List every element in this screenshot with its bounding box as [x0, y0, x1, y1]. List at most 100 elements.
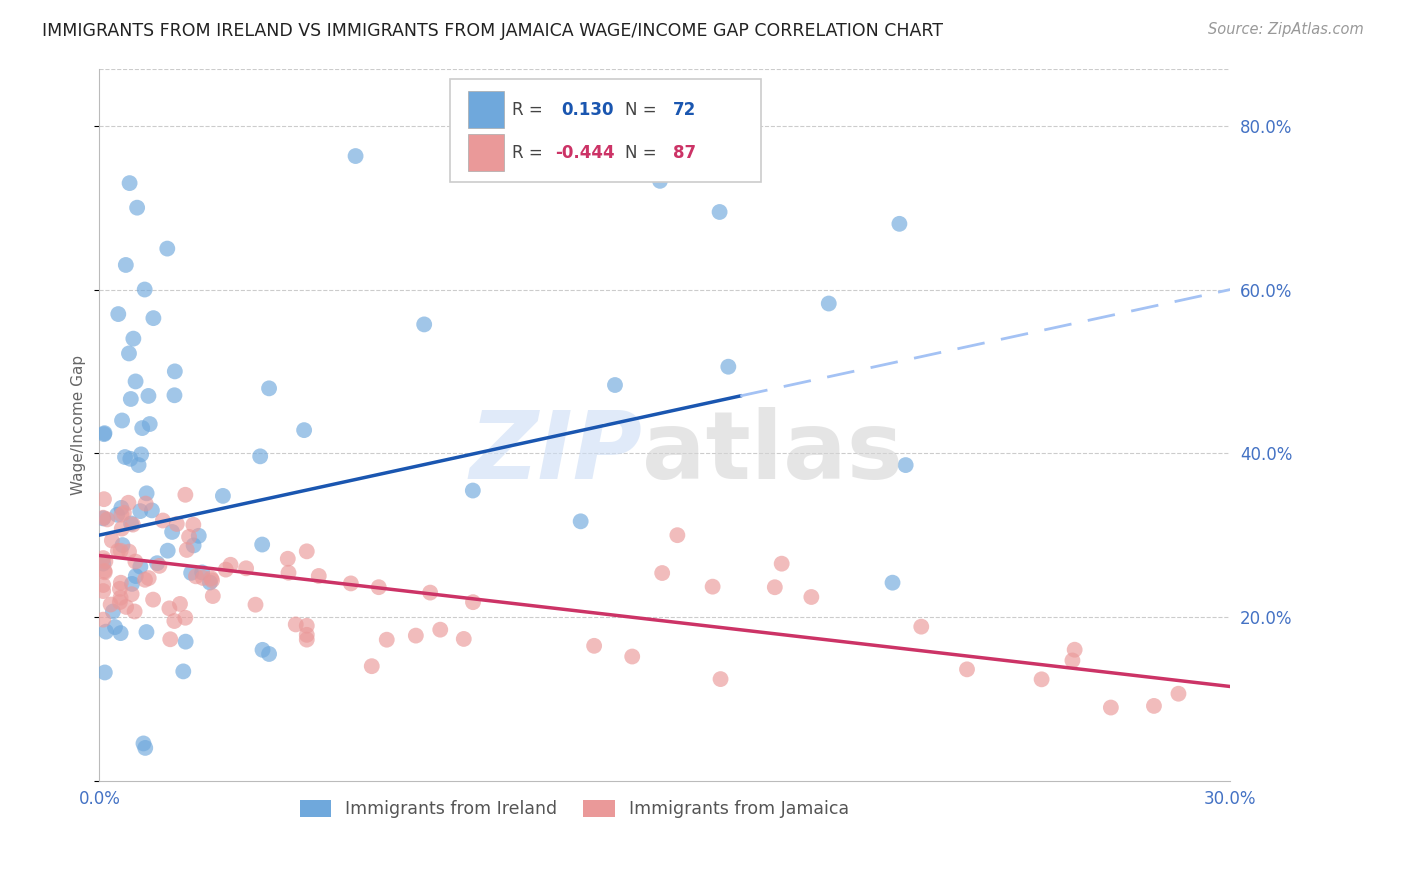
Point	[770, 557, 793, 571]
Point	[125, 569, 148, 583]
Text: R =: R =	[512, 101, 543, 119]
Point	[252, 643, 274, 657]
Point	[132, 736, 155, 750]
Point	[142, 311, 165, 326]
Point	[146, 556, 169, 570]
Point	[91, 551, 114, 566]
Point	[159, 632, 181, 647]
Point	[135, 486, 157, 500]
Point	[118, 346, 141, 360]
Point	[603, 378, 626, 392]
Point	[135, 497, 157, 511]
Point	[894, 458, 917, 472]
Point	[257, 381, 280, 395]
Point	[118, 176, 141, 190]
Point	[651, 566, 673, 580]
Point	[111, 538, 134, 552]
Point	[129, 504, 152, 518]
Point	[101, 605, 124, 619]
Point	[200, 571, 222, 585]
Point	[127, 201, 149, 215]
Point	[91, 613, 114, 627]
Text: R =: R =	[512, 144, 543, 161]
Point	[94, 624, 117, 639]
Point	[115, 599, 138, 614]
FancyBboxPatch shape	[468, 91, 505, 128]
Point	[134, 740, 156, 755]
Point	[277, 551, 299, 566]
Point	[122, 332, 145, 346]
Point	[284, 617, 307, 632]
Point	[429, 623, 451, 637]
Point	[177, 530, 200, 544]
Point	[121, 587, 143, 601]
Point	[156, 242, 179, 256]
Point	[763, 580, 786, 594]
Point	[110, 591, 132, 605]
Point	[250, 537, 273, 551]
Point	[360, 659, 382, 673]
Text: IMMIGRANTS FROM IRELAND VS IMMIGRANTS FROM JAMAICA WAGE/INCOME GAP CORRELATION C: IMMIGRANTS FROM IRELAND VS IMMIGRANTS FR…	[42, 22, 943, 40]
Point	[96, 512, 118, 526]
Point	[138, 571, 160, 585]
Point	[183, 517, 205, 532]
Point	[461, 595, 484, 609]
Point	[295, 632, 318, 647]
Point	[118, 544, 141, 558]
Point	[110, 500, 132, 515]
Point	[104, 620, 127, 634]
Point	[163, 388, 186, 402]
Point	[100, 598, 122, 612]
Point	[1062, 653, 1084, 667]
Point	[117, 496, 139, 510]
Point	[702, 580, 724, 594]
Point	[344, 149, 367, 163]
Point	[105, 508, 128, 522]
Point	[114, 258, 136, 272]
Point	[709, 672, 731, 686]
Point	[163, 364, 186, 378]
Point	[340, 576, 363, 591]
Point	[666, 528, 689, 542]
Point	[120, 392, 142, 406]
Point	[93, 426, 115, 441]
Point	[174, 634, 197, 648]
Point	[91, 584, 114, 599]
Point	[141, 503, 163, 517]
Point	[108, 582, 131, 596]
Point	[111, 522, 134, 536]
Point	[621, 649, 644, 664]
Point	[101, 533, 124, 548]
Point	[235, 561, 257, 575]
Point	[717, 359, 740, 374]
Point	[1031, 673, 1053, 687]
Point	[375, 632, 398, 647]
Point	[174, 488, 197, 502]
Point	[277, 566, 299, 580]
Point	[160, 524, 183, 539]
Point	[152, 514, 174, 528]
Point	[110, 626, 132, 640]
Point	[956, 662, 979, 676]
Point	[648, 174, 671, 188]
Point	[191, 571, 214, 585]
Point	[156, 543, 179, 558]
Point	[212, 489, 235, 503]
Point	[91, 510, 114, 524]
Point	[219, 558, 242, 572]
Point	[172, 665, 194, 679]
Point	[583, 639, 606, 653]
Point	[1167, 687, 1189, 701]
Point	[134, 283, 156, 297]
Point	[120, 516, 142, 531]
Point	[107, 544, 129, 558]
Point	[108, 595, 131, 609]
Point	[124, 605, 146, 619]
Point	[245, 598, 267, 612]
FancyBboxPatch shape	[468, 134, 505, 171]
Point	[249, 450, 271, 464]
Point	[110, 543, 132, 558]
Point	[295, 628, 318, 642]
Point	[93, 564, 115, 578]
Point	[800, 590, 823, 604]
